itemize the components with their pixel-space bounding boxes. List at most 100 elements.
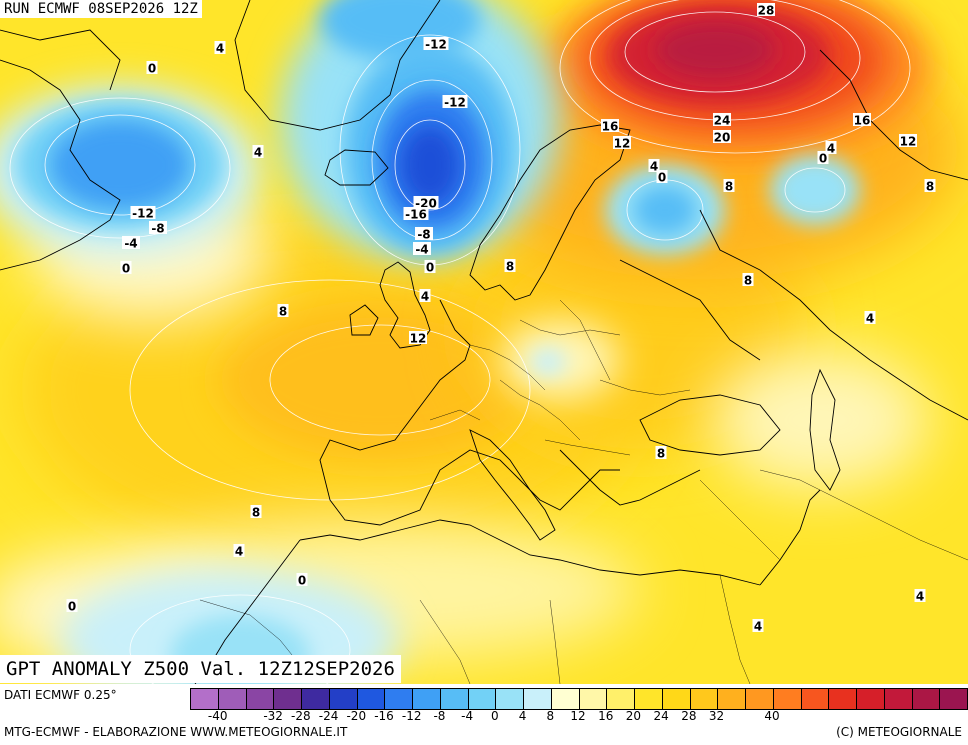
svg-text:-4: -4 xyxy=(124,237,137,251)
cutoff-russia-core xyxy=(633,185,697,235)
country-borders xyxy=(199,299,968,684)
contour-label: 8 xyxy=(924,179,936,194)
legend-swatch xyxy=(385,689,413,709)
legend-tick-label: 24 xyxy=(653,709,669,723)
contour-label: 8 xyxy=(723,179,735,194)
legend-swatch xyxy=(884,689,913,709)
legend-swatch xyxy=(191,689,219,709)
coastlines xyxy=(0,0,968,684)
contour-label: -4 xyxy=(122,236,140,251)
legend-swatch xyxy=(579,689,608,709)
contour-label: 0 xyxy=(146,61,158,76)
legend-swatch xyxy=(801,689,830,709)
neutral-zone-middle-east xyxy=(710,350,930,490)
legend-tick-label: -12 xyxy=(401,709,422,723)
legend-swatch xyxy=(940,689,967,709)
color-legend-ticks: -40 -32 -28 -24 -20 -16 -12 -8 -4 0 4 8 12 16 20 24 28 32… xyxy=(190,709,966,725)
svg-text:8: 8 xyxy=(506,260,514,274)
contour-label: 0 xyxy=(817,151,829,166)
legend-swatch xyxy=(357,689,386,709)
contour-label: 16 xyxy=(853,113,871,128)
legend-tick-label: 8 xyxy=(546,709,555,723)
legend-tick-label: 4 xyxy=(518,709,527,723)
contour-label: -8 xyxy=(149,221,167,236)
legend-swatch xyxy=(302,689,330,709)
legend-tick-label: 20 xyxy=(625,709,642,723)
contour-label: 4 xyxy=(864,311,876,326)
legend-swatch xyxy=(829,689,857,709)
contour-label: 4 xyxy=(419,289,431,304)
contour-label: -12 xyxy=(423,37,449,52)
legend-swatch xyxy=(690,689,719,709)
svg-text:16: 16 xyxy=(854,114,871,128)
legend-tick-label: 40 xyxy=(764,709,780,723)
legend-tick-label: -28 xyxy=(291,709,311,723)
legend-swatch xyxy=(746,689,774,709)
contour-label: 4 xyxy=(648,159,660,174)
contour-label: 28 xyxy=(757,3,775,18)
contour-label: 8 xyxy=(655,446,667,461)
contour-label: -4 xyxy=(413,242,431,257)
contour-label: 0 xyxy=(424,260,436,275)
contour-label: 8 xyxy=(277,304,289,319)
legend-swatch xyxy=(440,689,469,709)
svg-text:0: 0 xyxy=(148,62,156,76)
credit-label: MTG-ECMWF - ELABORAZIONE WWW.METEOGIORNA… xyxy=(4,725,348,739)
svg-text:0: 0 xyxy=(298,574,306,588)
warm-anomaly-france xyxy=(220,300,540,460)
legend-tick-label: 16 xyxy=(598,709,614,723)
contour-label: 12 xyxy=(613,136,631,151)
contour-label: 8 xyxy=(250,505,262,520)
svg-text:8: 8 xyxy=(744,274,752,288)
svg-text:0: 0 xyxy=(122,262,130,276)
svg-text:12: 12 xyxy=(900,135,917,149)
legend-tick-label: 28 xyxy=(681,709,697,723)
svg-text:4: 4 xyxy=(754,620,762,634)
svg-text:8: 8 xyxy=(279,305,287,319)
legend-tick-label: 0 xyxy=(491,709,499,723)
svg-text:-12: -12 xyxy=(444,96,466,110)
contour-label: -8 xyxy=(415,227,433,242)
legend-swatch xyxy=(468,689,497,709)
svg-text:4: 4 xyxy=(421,290,429,304)
data-source-label: DATI ECMWF 0.25° xyxy=(4,688,117,702)
legend-swatch xyxy=(718,689,746,709)
svg-text:28: 28 xyxy=(758,4,775,18)
svg-text:-16: -16 xyxy=(405,208,427,222)
svg-text:-4: -4 xyxy=(415,243,428,257)
svg-text:20: 20 xyxy=(714,131,731,145)
svg-text:4: 4 xyxy=(916,590,924,604)
legend-tick-label: -8 xyxy=(433,709,446,723)
legend-swatch xyxy=(912,689,941,709)
svg-text:4: 4 xyxy=(827,142,835,156)
svg-text:8: 8 xyxy=(657,447,665,461)
run-label: RUN ECMWF 08SEP2026 12Z xyxy=(0,0,202,18)
svg-text:4: 4 xyxy=(254,146,262,160)
contour-label: 0 xyxy=(66,599,78,614)
svg-text:12: 12 xyxy=(614,137,631,151)
ridge-max xyxy=(655,22,775,78)
svg-text:4: 4 xyxy=(866,312,874,326)
contour-label: 12 xyxy=(899,134,917,149)
color-legend-bar xyxy=(190,688,968,710)
trough-iceland-max xyxy=(400,125,460,205)
svg-text:-12: -12 xyxy=(132,207,154,221)
legend-swatch xyxy=(496,689,524,709)
svg-text:0: 0 xyxy=(426,261,434,275)
svg-text:8: 8 xyxy=(725,180,733,194)
legend-swatch xyxy=(607,689,635,709)
legend-swatch xyxy=(329,689,358,709)
contour-label: 20 xyxy=(713,130,731,145)
contour-label: -16 xyxy=(403,207,429,222)
contour-label: 24 xyxy=(713,113,731,128)
legend-swatch xyxy=(857,689,885,709)
legend-swatch xyxy=(246,689,275,709)
contour-label: -12 xyxy=(442,95,468,110)
svg-text:4: 4 xyxy=(235,545,243,559)
contour-label: 4 xyxy=(825,141,837,156)
footer: DATI ECMWF 0.25° -40 -32 -28 -24 -20 -16 -12 -8… xyxy=(0,684,968,745)
svg-text:8: 8 xyxy=(926,180,934,194)
map-title: GPT ANOMALY Z500 Val. 12Z12SEP2026 xyxy=(0,655,401,683)
